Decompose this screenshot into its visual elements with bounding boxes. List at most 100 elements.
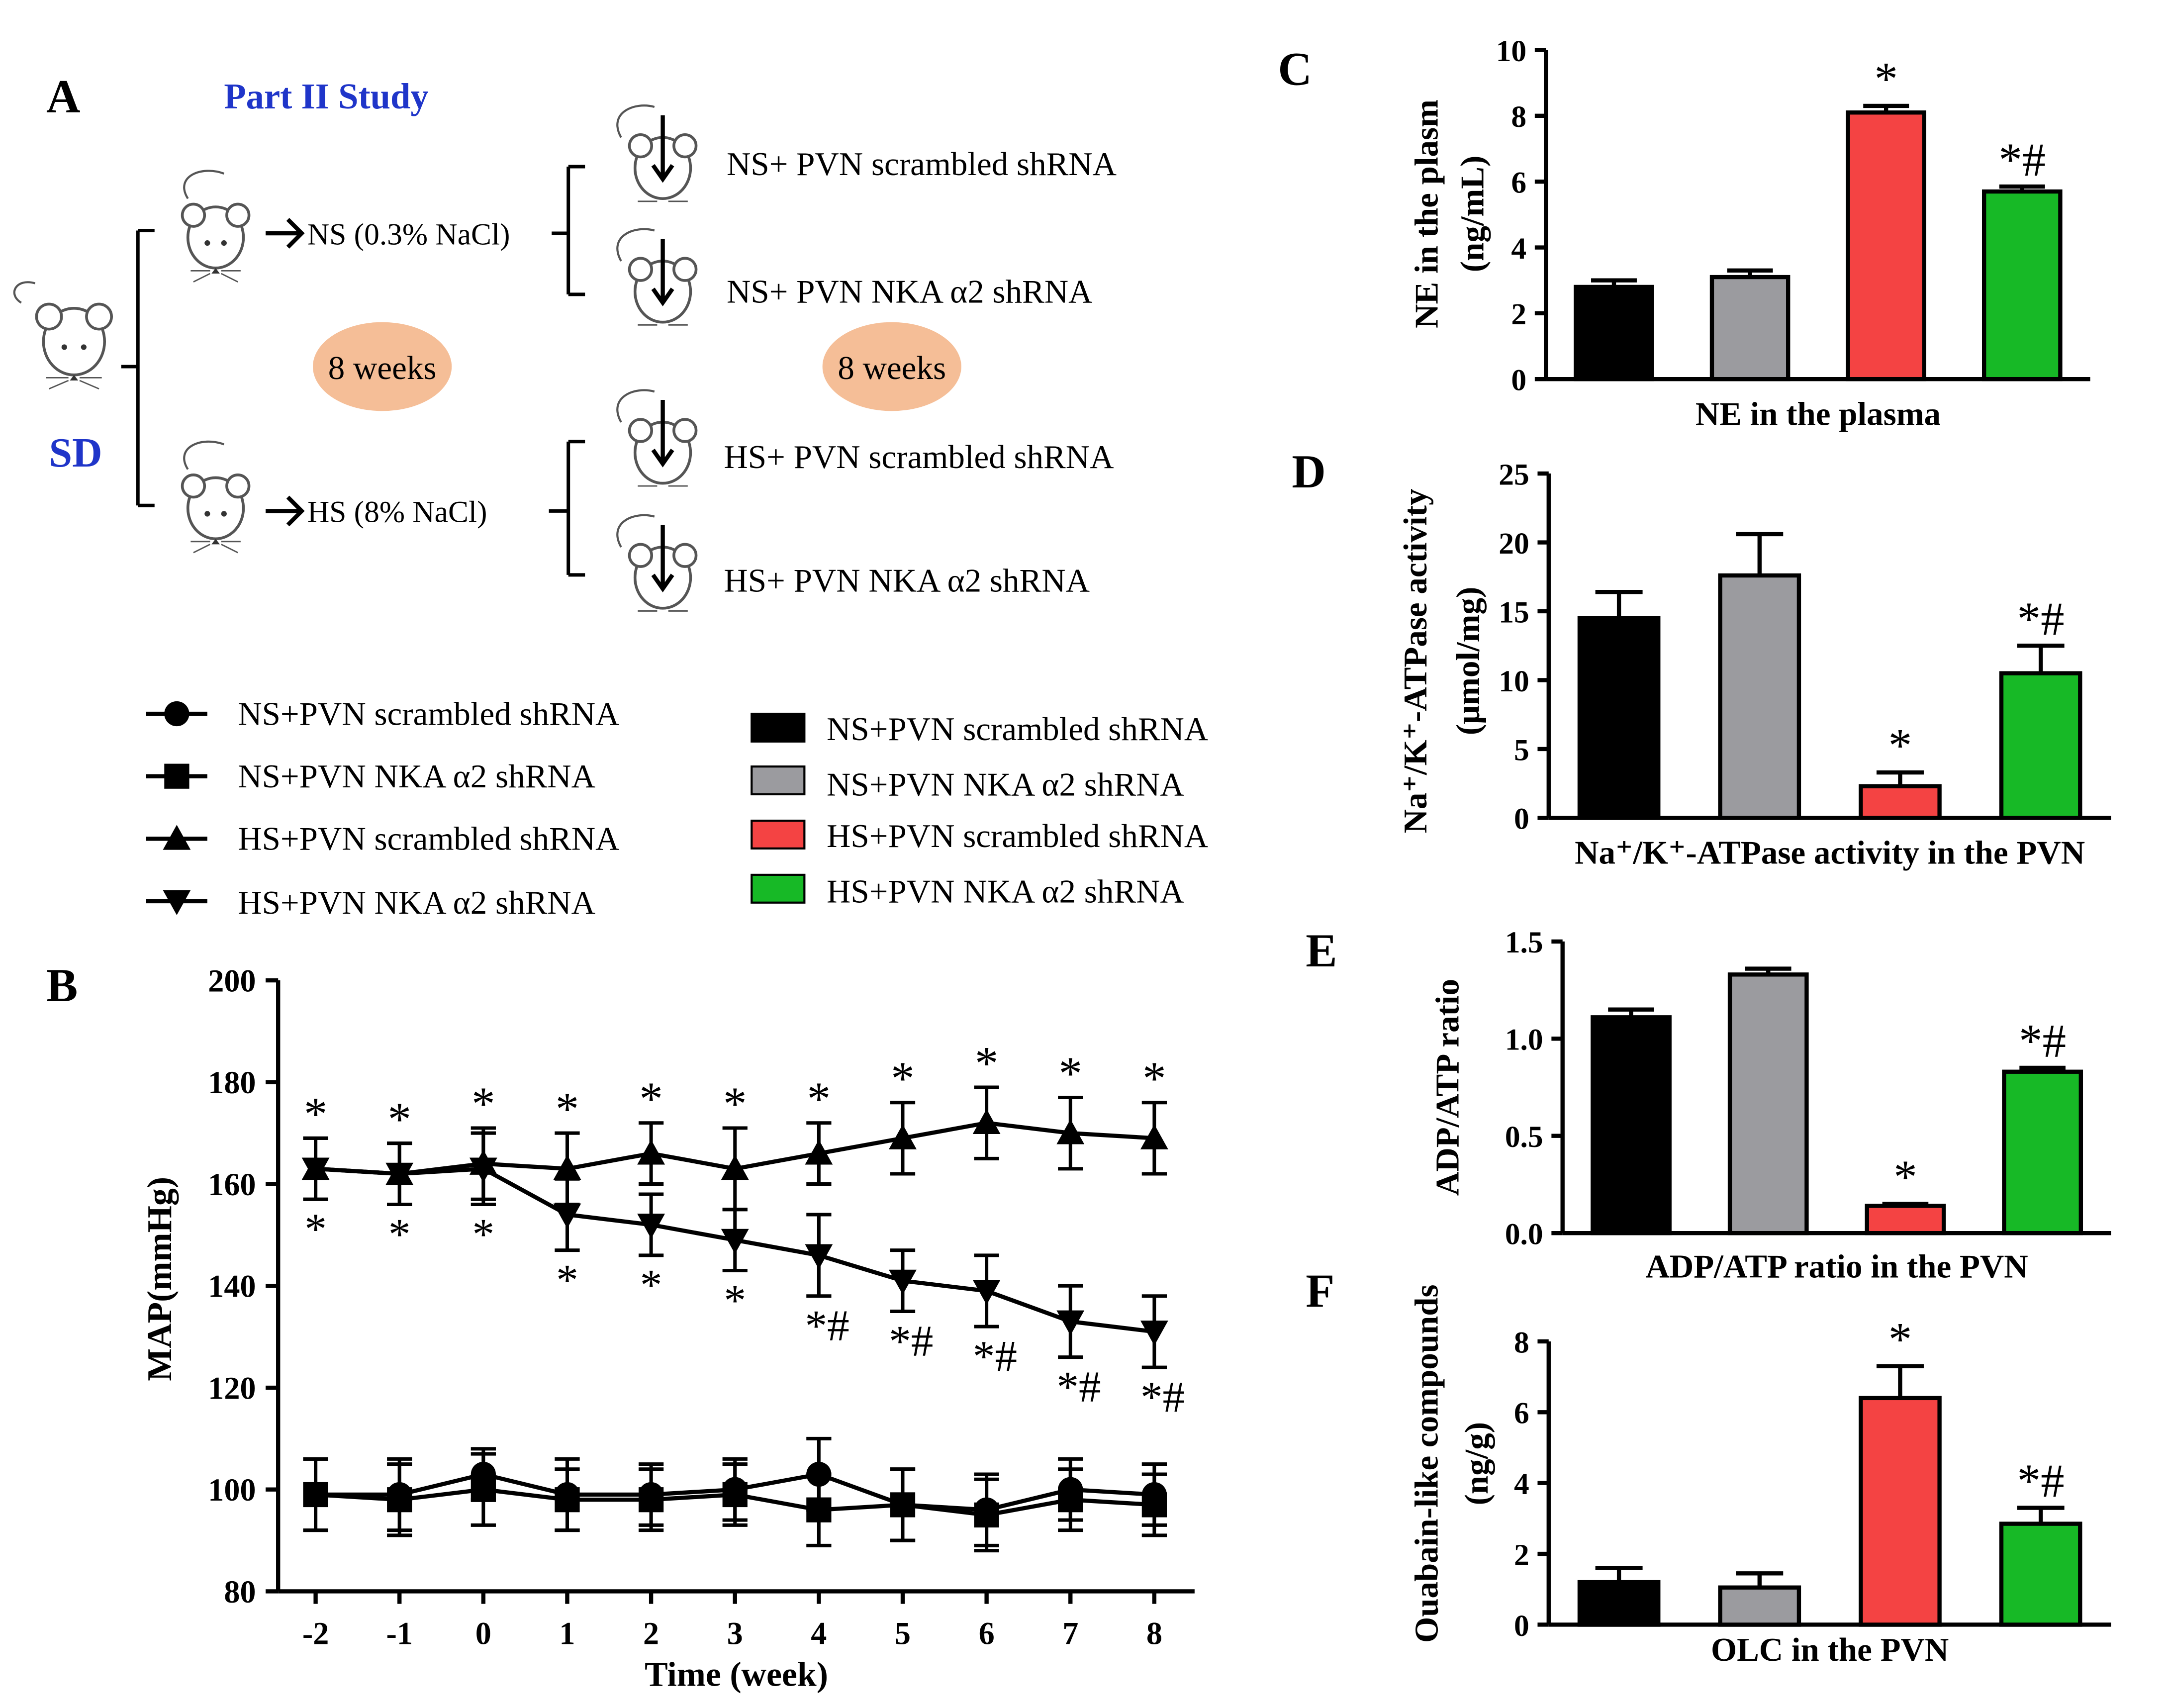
series-triangle-up: * * * * * * * * * * * bbox=[301, 1037, 1168, 1212]
bar bbox=[1859, 784, 1942, 820]
data-point bbox=[301, 1157, 330, 1183]
data-point bbox=[638, 1487, 664, 1513]
y-axis-unit: (ng/mL) bbox=[1454, 156, 1491, 273]
data-point bbox=[555, 1487, 580, 1513]
x-tick-label: 4 bbox=[811, 1616, 827, 1651]
bar bbox=[1577, 616, 1661, 820]
data-point bbox=[1058, 1487, 1083, 1513]
y-tick-label: 1.0 bbox=[1505, 1023, 1543, 1057]
y-tick-label: 8 bbox=[1514, 1326, 1529, 1359]
legend-swatch bbox=[751, 765, 806, 796]
data-point bbox=[972, 1109, 1001, 1135]
duration-label: 8 weeks bbox=[328, 350, 437, 386]
injected-mouse-icon bbox=[616, 514, 698, 612]
legend-bars: NS+PVN scrambled shRNA NS+PVN NKA α2 shR… bbox=[751, 711, 1208, 910]
injected-mouse-icon bbox=[616, 228, 698, 326]
chart-f: 0 2 4 6 8 * *# OLC in the PVN Ouabain-like compo… bbox=[1408, 1284, 2111, 1668]
legend-swatch bbox=[751, 712, 806, 743]
x-axis-label: Time (week) bbox=[645, 1655, 828, 1694]
bracket bbox=[549, 440, 585, 577]
significance-label: *# bbox=[889, 1317, 933, 1366]
legend-label: NS+PVN NKA α2 shRNA bbox=[827, 766, 1184, 803]
y-axis-label: NE in the plasm bbox=[1408, 99, 1445, 328]
bracket bbox=[121, 228, 155, 507]
y-tick-label: 8 bbox=[1511, 100, 1526, 134]
data-point bbox=[385, 1162, 414, 1188]
significance-label: * bbox=[639, 1072, 662, 1125]
x-tick-label: 8 bbox=[1146, 1616, 1162, 1651]
x-tick-label: 6 bbox=[979, 1616, 995, 1651]
bar bbox=[2002, 1069, 2083, 1235]
legend-label: HS+PVN scrambled shRNA bbox=[827, 818, 1208, 854]
significance-label: * bbox=[387, 1093, 411, 1145]
x-tick-label: 2 bbox=[643, 1616, 659, 1651]
arrow-icon bbox=[266, 495, 305, 527]
significance-label: * bbox=[724, 1276, 746, 1325]
x-tick-label: -1 bbox=[386, 1616, 412, 1651]
y-tick-label: 120 bbox=[208, 1370, 256, 1406]
group-label: HS+ PVN NKA α2 shRNA bbox=[724, 562, 1090, 599]
data-point bbox=[805, 1244, 833, 1269]
data-point bbox=[1056, 1310, 1085, 1335]
significance-label: *# bbox=[1140, 1372, 1185, 1422]
legend-item-triangle-down: HS+PVN NKA α2 shRNA bbox=[146, 884, 595, 921]
bar bbox=[1859, 1396, 1942, 1627]
panel-label-e: E bbox=[1306, 924, 1337, 977]
bar bbox=[1574, 285, 1654, 381]
y-tick-label: 200 bbox=[208, 963, 256, 998]
y-tick-label: 4 bbox=[1511, 232, 1526, 266]
strain-label: SD bbox=[49, 430, 102, 476]
y-tick-label: 10 bbox=[1499, 664, 1529, 698]
y-tick-label: 0.5 bbox=[1505, 1120, 1543, 1154]
legend-swatch bbox=[751, 819, 806, 850]
y-tick-label: 100 bbox=[208, 1472, 256, 1508]
bar bbox=[1865, 1204, 1946, 1235]
chart-d: 0 5 10 15 20 25 * *# Na⁺/K⁺-ATPase activity in t… bbox=[1397, 458, 2111, 871]
duration-label: 8 weeks bbox=[838, 350, 946, 386]
significance-label: * bbox=[1888, 1313, 1912, 1365]
legend-label: HS+PVN NKA α2 shRNA bbox=[238, 884, 595, 921]
y-axis-label: Na⁺/K⁺-ATPase activity bbox=[1397, 489, 1434, 834]
group-label: HS+ PVN scrambled shRNA bbox=[724, 439, 1114, 475]
bracket bbox=[552, 165, 585, 296]
chart-b: 80 100 120 140 160 180 200 -2 -1 0 1 2 3 4 5 6 7 8 Time (w… bbox=[141, 963, 1195, 1694]
legend-label: NS+PVN scrambled shRNA bbox=[827, 711, 1208, 748]
y-tick-label: 80 bbox=[224, 1574, 256, 1610]
data-point bbox=[303, 1482, 328, 1508]
y-axis-label: Ouabain-like compounds bbox=[1408, 1284, 1445, 1642]
y-tick-label: 0 bbox=[1514, 802, 1529, 836]
y-tick-label: 2 bbox=[1514, 1538, 1529, 1572]
significance-label: *# bbox=[1056, 1362, 1101, 1412]
y-tick-label: 6 bbox=[1511, 166, 1526, 200]
x-tick-label: 5 bbox=[895, 1616, 911, 1651]
mouse-icon bbox=[13, 281, 113, 390]
panel-label-f: F bbox=[1306, 1264, 1334, 1317]
significance-label: * bbox=[975, 1037, 998, 1089]
y-tick-label: 25 bbox=[1499, 458, 1529, 491]
panel-label-c: C bbox=[1278, 42, 1312, 95]
legend-item-bar: NS+PVN scrambled shRNA bbox=[751, 711, 1208, 748]
panel-label-b: B bbox=[46, 959, 78, 1012]
bar bbox=[1591, 1015, 1672, 1235]
injected-mouse-icon bbox=[616, 389, 698, 487]
y-axis-unit: (μmol/mg) bbox=[1450, 587, 1487, 735]
data-point bbox=[721, 1154, 749, 1180]
y-tick-label: 20 bbox=[1499, 527, 1529, 561]
panel-label-d: D bbox=[1292, 445, 1326, 498]
x-tick-label: -2 bbox=[302, 1616, 329, 1651]
data-point bbox=[1056, 1119, 1085, 1144]
significance-label: *# bbox=[805, 1301, 849, 1350]
arrow-icon bbox=[266, 218, 305, 249]
legend-item-triangle-up: HS+PVN scrambled shRNA bbox=[146, 821, 620, 857]
y-tick-label: 180 bbox=[208, 1065, 256, 1100]
legend-label: HS+PVN scrambled shRNA bbox=[238, 821, 619, 857]
significance-label: * bbox=[304, 1205, 327, 1254]
series-square bbox=[303, 1452, 1167, 1553]
legend-swatch bbox=[751, 873, 806, 904]
significance-label: *# bbox=[2019, 1015, 2066, 1067]
panel-label-a: A bbox=[46, 70, 81, 123]
chart-c: 0 2 4 6 8 10 * *# NE in the plasma NE in the plas… bbox=[1408, 34, 2090, 432]
group-label: NS+ PVN NKA α2 shRNA bbox=[727, 274, 1093, 310]
significance-label: *# bbox=[1998, 133, 2046, 186]
significance-label: * bbox=[640, 1260, 662, 1310]
